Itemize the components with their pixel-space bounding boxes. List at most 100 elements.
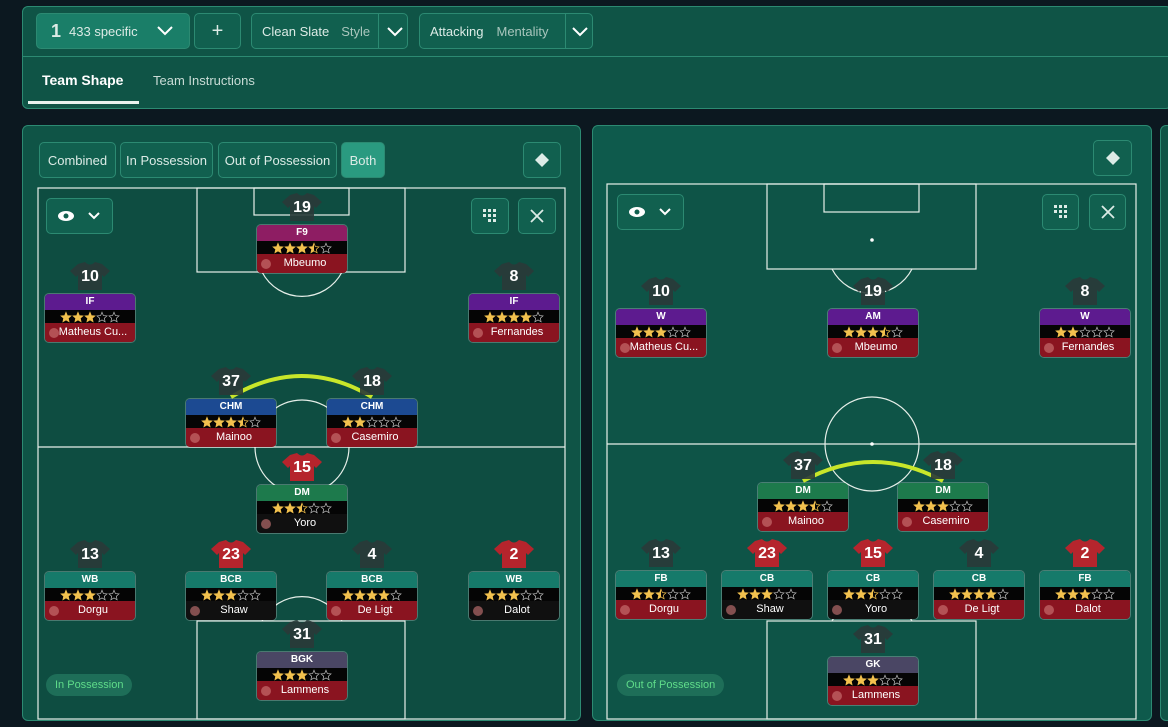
player-card[interactable]: GK Lammens xyxy=(827,656,919,706)
player-card[interactable]: FB Dalot xyxy=(1039,570,1131,620)
player-rating xyxy=(45,310,135,323)
player-icon xyxy=(331,606,341,616)
star xyxy=(855,673,867,686)
icon-circle xyxy=(190,433,200,443)
star xyxy=(308,501,320,514)
view-button[interactable]: Combined xyxy=(39,142,116,178)
player-card[interactable]: IF Matheus Cu... xyxy=(44,293,136,343)
view-button[interactable]: Both xyxy=(341,142,385,178)
player-card[interactable]: W Matheus Cu... xyxy=(615,308,707,358)
mentality-dropdown[interactable]: Attacking Mentality xyxy=(419,13,593,49)
star xyxy=(496,588,508,601)
player-role: BCB xyxy=(186,572,276,588)
player-rating xyxy=(469,310,559,323)
star xyxy=(213,588,225,601)
star xyxy=(891,325,903,338)
player-role: WB xyxy=(45,572,135,588)
tactic-number: 1 xyxy=(51,20,62,41)
style-dropdown[interactable]: Clean Slate Style xyxy=(251,13,408,49)
player-card[interactable]: CHM Casemiro xyxy=(326,398,418,448)
grid-button[interactable] xyxy=(1042,194,1079,230)
expand-button[interactable] xyxy=(518,198,556,234)
player-card[interactable]: WB Dalot xyxy=(468,571,560,621)
visibility-dropdown[interactable] xyxy=(617,194,684,230)
star xyxy=(631,325,643,338)
star xyxy=(366,415,378,428)
player-name-row: Mbeumo xyxy=(257,254,347,273)
player-role: FB xyxy=(616,571,706,587)
player-name-row: Casemiro xyxy=(327,428,417,447)
player-name: Yoro xyxy=(293,517,317,529)
swap-button[interactable] xyxy=(523,142,561,178)
player-card[interactable]: CB Yoro xyxy=(827,570,919,620)
player-name-row: Lammens xyxy=(257,681,347,700)
star xyxy=(867,673,879,686)
shirt xyxy=(211,367,251,395)
shirt xyxy=(211,540,251,568)
star xyxy=(342,415,354,428)
star xyxy=(96,588,108,601)
star xyxy=(320,668,332,681)
shirt-shape xyxy=(282,193,322,221)
player-card[interactable]: BCB Shaw xyxy=(185,571,277,621)
icon-circle xyxy=(832,605,842,615)
icon-circle xyxy=(261,259,271,269)
star xyxy=(949,499,961,512)
grid-button[interactable] xyxy=(471,198,509,234)
player-card[interactable]: CB De Ligt xyxy=(933,570,1025,620)
rating-stars xyxy=(1055,325,1115,338)
swap-button[interactable] xyxy=(1093,140,1132,176)
star xyxy=(1067,587,1079,600)
star xyxy=(484,588,496,601)
star xyxy=(532,588,544,601)
star xyxy=(237,588,249,601)
add-tactic-button[interactable]: + xyxy=(194,13,241,49)
style-value: Clean Slate xyxy=(262,23,330,39)
star xyxy=(296,501,308,514)
star xyxy=(1067,325,1079,338)
player-card[interactable]: DM Casemiro xyxy=(897,482,989,532)
player-card[interactable]: W Fernandes xyxy=(1039,308,1131,358)
shirt xyxy=(352,540,392,568)
star xyxy=(867,325,879,338)
view-button[interactable]: In Possession xyxy=(120,142,213,178)
icon xyxy=(1053,205,1067,218)
player-card[interactable]: AM Mbeumo xyxy=(827,308,919,358)
star xyxy=(249,588,261,601)
player-card[interactable]: CB Shaw xyxy=(721,570,813,620)
player-icon xyxy=(762,517,772,527)
divider xyxy=(565,14,566,48)
star xyxy=(631,587,643,600)
rating-stars xyxy=(843,673,903,686)
chevron xyxy=(572,27,588,37)
view-button[interactable]: Out of Possession xyxy=(218,142,337,178)
player-card[interactable]: FB Dorgu xyxy=(615,570,707,620)
visibility-dropdown[interactable] xyxy=(46,198,113,234)
rating-stars xyxy=(484,588,544,601)
player-card[interactable]: IF Fernandes xyxy=(468,293,560,343)
icon-circle xyxy=(473,328,483,338)
star xyxy=(508,588,520,601)
player-number: 10 xyxy=(81,268,99,285)
player-number: 8 xyxy=(509,268,519,285)
player-card[interactable]: F9 Mbeumo xyxy=(256,224,348,274)
shirt xyxy=(853,539,893,567)
player-card[interactable]: BCB De Ligt xyxy=(326,571,418,621)
player-name-row: Dalot xyxy=(1040,600,1130,619)
player-name: Mainoo xyxy=(215,431,253,443)
tab[interactable]: Team Instructions xyxy=(153,73,255,88)
expand-button[interactable] xyxy=(1089,194,1126,230)
player-card[interactable]: DM Mainoo xyxy=(757,482,849,532)
shirt-shape xyxy=(211,367,251,395)
star xyxy=(643,587,655,600)
star xyxy=(643,325,655,338)
player-card[interactable]: DM Yoro xyxy=(256,484,348,534)
player-card[interactable]: CHM Mainoo xyxy=(185,398,277,448)
player-role: CHM xyxy=(327,399,417,415)
star xyxy=(785,499,797,512)
tab[interactable]: Team Shape xyxy=(42,72,124,88)
player-name: Mbeumo xyxy=(854,341,898,353)
player-card[interactable]: WB Dorgu xyxy=(44,571,136,621)
tactic-dropdown[interactable]: 1 433 specific xyxy=(36,13,190,49)
player-card[interactable]: BGK Lammens xyxy=(256,651,348,701)
